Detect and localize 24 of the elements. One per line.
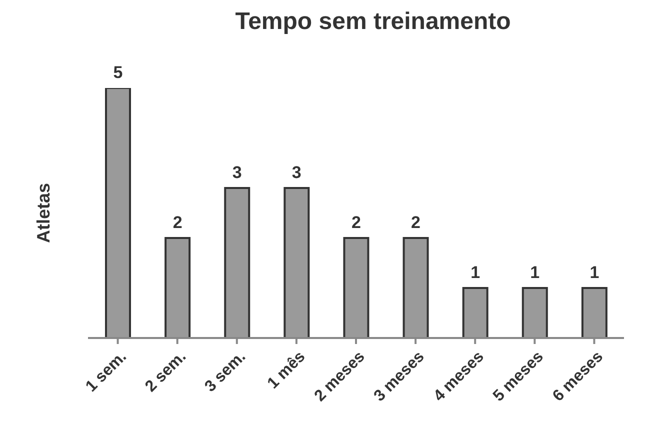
data-label: 3 (292, 163, 302, 182)
data-label: 2 (351, 213, 361, 232)
bar (343, 237, 370, 338)
chart-title: Tempo sem treinamento (234, 8, 512, 37)
bar (581, 287, 608, 338)
data-label: 1 (590, 263, 600, 282)
data-label: 2 (411, 213, 421, 232)
bar (462, 287, 488, 338)
bar (164, 237, 191, 338)
data-label: 5 (113, 63, 123, 82)
data-label: 1 (470, 263, 480, 282)
bar (522, 287, 548, 338)
bar (402, 237, 429, 338)
bar (284, 187, 310, 338)
x-tick-label: 3 sem. (202, 348, 250, 396)
x-tick-label: 2 sem. (142, 348, 190, 396)
bar (224, 187, 250, 338)
y-axis-title: Atletas (33, 182, 54, 244)
x-tick-label: 1 sem. (82, 348, 130, 396)
data-label: 1 (530, 263, 540, 282)
bar (105, 88, 131, 338)
data-label: 2 (172, 213, 182, 232)
x-tick-label: 1 mês (264, 348, 309, 392)
data-label: 3 (232, 163, 242, 182)
